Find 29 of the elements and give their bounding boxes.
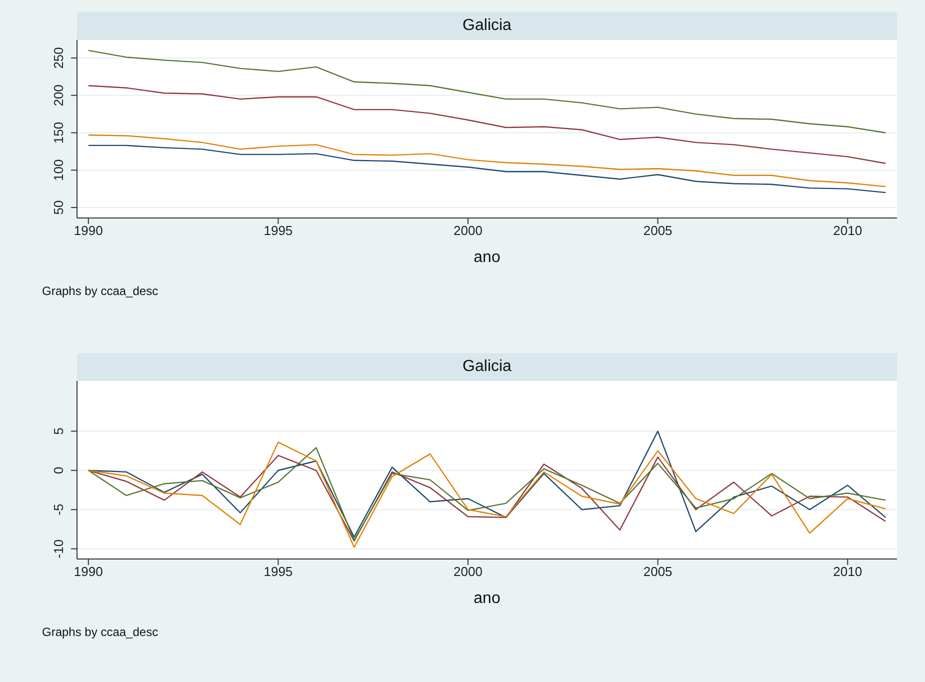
y-tick-label: -5	[51, 504, 66, 516]
y-tick-label: 0	[51, 466, 66, 474]
x-tick-label: 2000	[454, 564, 482, 580]
line-series	[88, 85, 886, 164]
x-tick-label: 1995	[264, 223, 293, 238]
chart-title: Galicia	[77, 12, 897, 40]
x-axis-title: ano	[474, 249, 500, 266]
x-tick-label: 1995	[264, 564, 293, 580]
y-tick-label: -10	[51, 539, 66, 558]
y-tick-label: 100	[51, 159, 66, 181]
x-tick-label: 2005	[643, 564, 672, 580]
y-tick-label: 5	[51, 428, 66, 435]
x-tick-label: 1990	[74, 564, 103, 580]
x-tick-label: 2000	[454, 223, 482, 238]
x-axis-title: ano	[474, 590, 500, 607]
x-tick-label: 2005	[643, 223, 672, 238]
x-tick-label: 2010	[833, 564, 862, 580]
text: Graphs by ccaa_desc	[42, 625, 158, 639]
line-series	[88, 50, 886, 134]
y-tick-label: 50	[51, 200, 66, 215]
line-series	[88, 134, 886, 188]
y-tick-label: 150	[51, 122, 66, 144]
text: Graphs by ccaa_desc	[42, 284, 158, 298]
y-tick-label: 250	[51, 47, 66, 69]
x-tick-label: 1990	[74, 223, 103, 238]
y-tick-label: 200	[51, 84, 66, 106]
chart-title: Galicia	[77, 353, 897, 381]
x-tick-label: 2010	[833, 223, 862, 238]
line-series	[88, 144, 886, 194]
